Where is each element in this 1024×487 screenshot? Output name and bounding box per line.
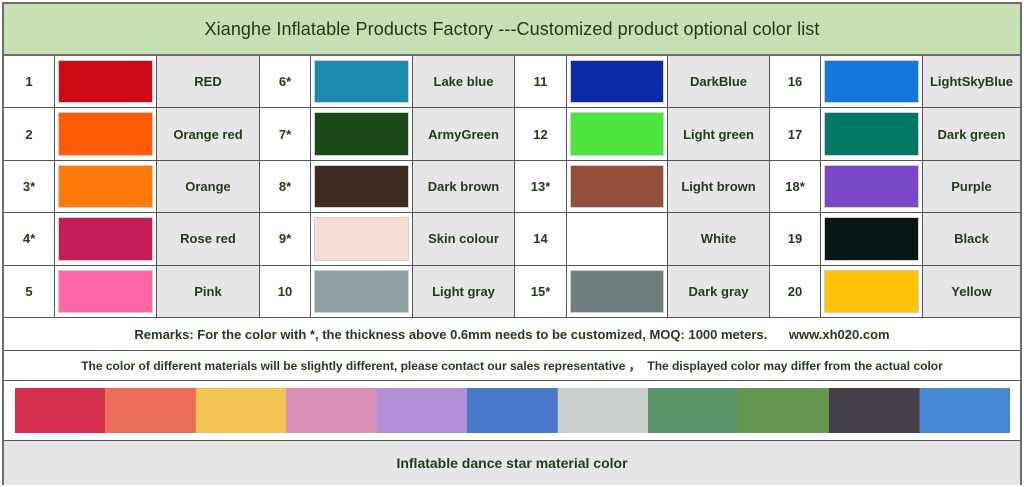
material-color-strip — [15, 388, 1010, 433]
color-swatch — [570, 164, 664, 209]
color-number: 17 — [770, 108, 821, 161]
color-swatch-cell — [821, 56, 923, 109]
color-swatch — [314, 269, 409, 313]
color-name: White — [668, 213, 770, 266]
color-name: Skin colour — [413, 213, 515, 266]
color-swatch — [58, 164, 153, 209]
color-number: 11 — [515, 56, 567, 109]
color-swatch-cell — [567, 108, 668, 161]
disclaimer-text: The color of different materials will be… — [4, 351, 1020, 381]
color-number: 7* — [260, 108, 311, 161]
color-swatch — [314, 217, 409, 261]
material-color-band — [467, 388, 558, 433]
color-name: Yellow — [923, 265, 1020, 318]
color-swatch — [58, 60, 153, 104]
color-swatch — [570, 217, 664, 261]
color-name: LightSkyBlue — [923, 56, 1020, 109]
color-name: Dark gray — [668, 265, 770, 318]
color-swatch — [824, 112, 919, 156]
color-swatch — [824, 60, 919, 104]
color-number: 18* — [770, 160, 821, 214]
color-swatch — [570, 60, 664, 104]
color-swatch-cell — [567, 56, 668, 109]
color-number: 9* — [260, 213, 311, 266]
color-swatch-cell — [55, 56, 157, 109]
color-name: Black — [923, 213, 1020, 266]
color-swatch — [314, 164, 409, 209]
color-name: RED — [157, 56, 260, 109]
color-name: Rose red — [157, 213, 260, 266]
material-color-band — [919, 388, 1010, 433]
color-number: 10 — [260, 265, 311, 318]
color-name: Lake blue — [413, 56, 515, 109]
color-swatch-cell — [55, 213, 157, 266]
color-swatch — [314, 112, 409, 156]
color-number: 1 — [4, 56, 55, 109]
color-number: 6* — [260, 56, 311, 109]
color-number: 15* — [515, 265, 567, 318]
color-swatch-cell — [311, 160, 413, 214]
color-name: Purple — [923, 160, 1020, 214]
color-swatch — [570, 269, 664, 313]
material-color-band — [829, 388, 920, 433]
color-swatch-cell — [55, 265, 157, 318]
color-name: Dark green — [923, 108, 1020, 161]
color-number: 2 — [4, 108, 55, 161]
color-swatch — [314, 60, 409, 104]
color-name: Light brown — [668, 160, 770, 214]
color-swatch-cell — [821, 265, 923, 318]
color-name: DarkBlue — [668, 56, 770, 109]
color-name: Light green — [668, 108, 770, 161]
color-swatch — [824, 164, 919, 209]
material-color-band — [286, 388, 377, 433]
remarks-text: Remarks: For the color with *, the thick… — [4, 318, 1020, 351]
color-swatch-cell — [311, 213, 413, 266]
color-name: Dark brown — [413, 160, 515, 214]
color-swatch-cell — [821, 213, 923, 266]
color-name: Light gray — [413, 265, 515, 318]
color-number: 12 — [515, 108, 567, 161]
color-swatch — [58, 269, 153, 313]
color-swatch — [824, 217, 919, 261]
color-name: ArmyGreen — [413, 108, 515, 161]
color-swatch — [570, 112, 664, 156]
color-table: 1 RED 6* Lake blue 11 DarkBlue 16 LightSkyBlue 2… — [4, 56, 1020, 318]
color-swatch-cell — [311, 56, 413, 109]
color-number: 20 — [770, 265, 821, 318]
color-number: 19 — [770, 213, 821, 266]
color-swatch-cell — [567, 160, 668, 214]
color-number: 13* — [515, 160, 567, 214]
color-swatch — [824, 269, 919, 313]
material-color-band — [105, 388, 196, 433]
color-number: 5 — [4, 265, 55, 318]
material-color-band — [738, 388, 830, 433]
color-swatch-cell — [55, 160, 157, 214]
color-swatch-cell — [311, 265, 413, 318]
color-number: 3* — [4, 160, 55, 214]
material-strip-container — [4, 381, 1020, 441]
color-number: 16 — [770, 56, 821, 109]
material-color-band — [648, 388, 739, 433]
page-title: Xianghe Inflatable Products Factory ---C… — [4, 4, 1020, 56]
color-swatch-cell — [311, 108, 413, 161]
color-swatch — [58, 217, 153, 261]
material-color-band — [376, 388, 468, 433]
color-name: Orange red — [157, 108, 260, 161]
color-name: Pink — [157, 265, 260, 318]
color-swatch-cell — [567, 265, 668, 318]
color-swatch — [58, 112, 153, 156]
material-color-band — [557, 388, 649, 433]
color-number: 8* — [260, 160, 311, 214]
color-number: 14 — [515, 213, 567, 266]
color-swatch-cell — [821, 160, 923, 214]
color-number: 4* — [4, 213, 55, 266]
material-color-band — [195, 388, 287, 433]
material-color-band — [15, 388, 106, 433]
color-swatch-cell — [567, 213, 668, 266]
color-name: Orange — [157, 160, 260, 214]
color-swatch-cell — [55, 108, 157, 161]
color-swatch-cell — [821, 108, 923, 161]
footer-caption: Inflatable dance star material color — [4, 441, 1020, 485]
